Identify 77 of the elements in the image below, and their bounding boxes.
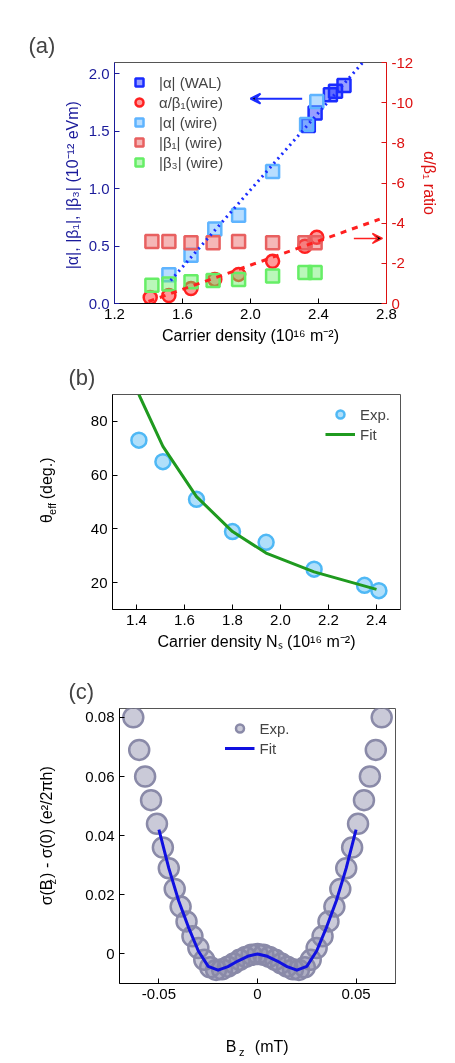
point [161,233,177,250]
y-axis-title: |α|, |β₁|, |β₃| (10⁻¹² eVm) [63,101,81,270]
point [154,452,172,471]
point [336,77,352,94]
y2-tick-label: -4 [391,214,405,232]
point [230,207,247,223]
x-tick-label: 1.6 [172,304,193,322]
y-axis-title: θeff (deg.) [38,457,58,524]
x-tick-label: 1.4 [126,610,147,628]
point [130,431,148,449]
x-tick-label: 2.4 [308,304,329,322]
legend-label: Fit [359,425,378,443]
y-tick-label: 0 [106,944,115,962]
point [370,708,393,729]
point [183,234,199,251]
chart-title: (a) [28,32,56,58]
y-tick-label: 0.5 [88,237,110,255]
legend-label: |α| (WAL) [159,73,222,91]
legend-label: Fit [259,739,278,757]
x-tick-label: -0.05 [141,984,177,1002]
y-tick-label: 0.02 [85,885,115,903]
y2-tick-label: -8 [391,133,405,151]
x-tick-label: 2.0 [240,304,261,322]
legend-label: |α| (wire) [159,113,218,131]
point [346,812,370,836]
y2-tick-label: -10 [391,93,414,111]
x-tick-label: 1.6 [174,610,195,628]
y-tick-label: 2.0 [88,64,110,82]
point [352,788,376,812]
point [230,233,247,250]
point [133,765,157,788]
x-tick-label: 2.4 [366,610,387,628]
y-tick-label: 1.0 [88,179,110,197]
x-axis-title: Carrier density Nₛ (10¹⁶ m⁻²) [157,632,356,650]
chart-title: (c) [68,678,95,704]
x-tick-label: 0.05 [341,984,371,1002]
x-tick-label: 2.2 [318,610,339,628]
point [264,234,281,251]
legend-label: Exp. [359,405,390,423]
legend-label: |β₃| (wire) [159,153,224,171]
chart-title: (b) [68,364,96,390]
point [127,738,151,762]
point [145,812,169,836]
y2-tick-label: -12 [391,53,414,71]
point [370,581,388,600]
y-tick-label: 1.5 [88,122,110,140]
y2-tick-label: -6 [391,174,405,191]
point [264,163,281,180]
point [161,276,177,292]
point [257,533,275,552]
point [264,268,281,284]
point [139,788,163,812]
y-tick-label: 40 [90,519,108,537]
x-tick-label: 2.0 [270,610,291,628]
point [144,277,160,293]
point [307,264,323,281]
point [144,233,160,250]
legend-label: Exp. [259,719,290,737]
y2-axis-title: α/β₁ ratio [421,151,439,216]
legend-label: α/β₁(wire) [159,93,224,111]
point [205,234,221,251]
y-tick-label: 0.08 [85,708,115,726]
x-axis-title: Carrier density (10¹⁶ m⁻²) [162,326,339,344]
point [122,708,145,729]
x-tick-label: 1.8 [222,610,243,628]
point [358,765,382,788]
y-tick-label: 20 [90,573,108,591]
y2-tick-label: -2 [391,254,405,272]
point [309,93,325,110]
point [230,271,247,288]
y-tick-label: 0.06 [85,767,115,785]
x-tick-label: 0 [253,984,262,1002]
point [364,738,388,762]
legend-label: |β₁| (wire) [159,133,223,151]
y-tick-label: 80 [90,412,108,430]
y-tick-label: 60 [90,466,108,484]
y-tick-label: 0.04 [85,826,115,844]
